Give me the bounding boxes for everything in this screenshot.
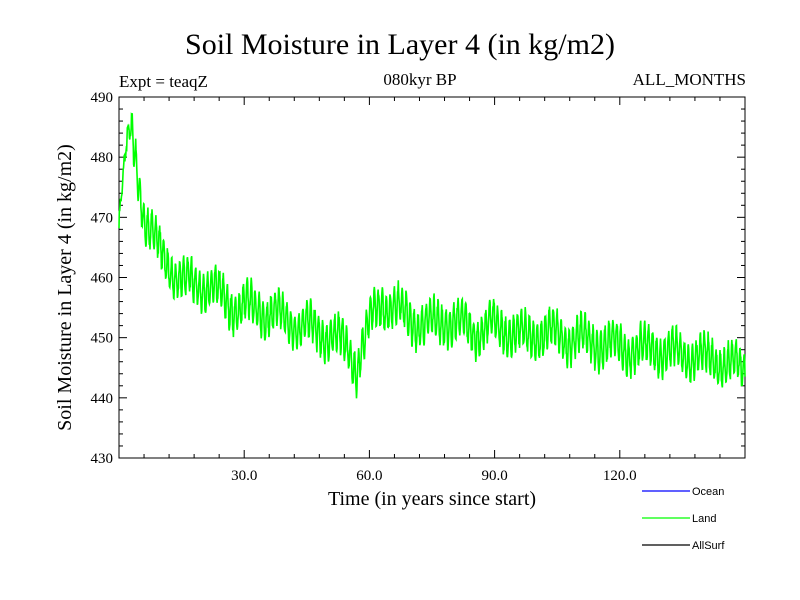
y-axis: 430 440 450 460 470 480 490 bbox=[91, 90, 745, 467]
x-axis: 30.0 60.0 90.0 120.0 bbox=[143, 97, 721, 484]
chart-subtitle: 080kyr BP bbox=[383, 70, 457, 89]
y-tick-label: 440 bbox=[91, 391, 114, 407]
chart-title: Soil Moisture in Layer 4 (in kg/m2) bbox=[185, 28, 615, 61]
y-tick-label: 470 bbox=[91, 210, 114, 226]
legend-label-ocean: Ocean bbox=[692, 486, 724, 498]
experiment-label: Expt = teaqZ bbox=[119, 72, 208, 91]
series-layer bbox=[118, 112, 746, 399]
legend: Ocean Land AllSurf bbox=[642, 486, 725, 552]
x-tick-label: 30.0 bbox=[231, 468, 257, 484]
series-line-land bbox=[118, 112, 746, 399]
legend-label-allsurf: AllSurf bbox=[692, 540, 725, 552]
x-tick-label: 120.0 bbox=[603, 468, 637, 484]
x-axis-label: Time (in years since start) bbox=[328, 488, 536, 510]
y-tick-label: 450 bbox=[91, 331, 114, 347]
y-axis-label: Soil Moisture in Layer 4 (in kg/m2) bbox=[54, 144, 76, 431]
period-label: ALL_MONTHS bbox=[632, 70, 746, 89]
y-tick-label: 460 bbox=[91, 271, 114, 287]
legend-label-land: Land bbox=[692, 513, 716, 525]
plot-area bbox=[118, 96, 746, 459]
x-tick-label: 90.0 bbox=[481, 468, 507, 484]
y-tick-label: 430 bbox=[91, 451, 114, 467]
y-tick-label: 490 bbox=[91, 90, 114, 106]
x-tick-label: 60.0 bbox=[356, 468, 382, 484]
y-tick-label: 480 bbox=[91, 150, 114, 166]
